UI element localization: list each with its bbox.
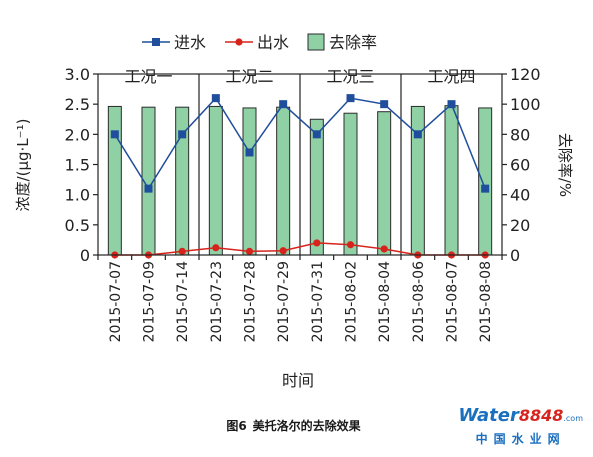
x-tick-label: 2015-07-14 <box>175 261 191 342</box>
left-tick-label: 0.5 <box>65 216 90 235</box>
right-axis-title: 去除率/% <box>556 133 574 197</box>
chart: 进水 出水 去除率 0 0.5 1.0 1.5 2.0 2.5 3.0 0 20 40 60 80 100 1… <box>14 33 574 390</box>
axes: 0 0.5 1.0 1.5 2.0 2.5 3.0 0 20 40 60 80 100 120 2015-0… <box>65 65 541 342</box>
bar-removal-rate <box>377 111 392 256</box>
marker-outflow <box>313 239 321 247</box>
right-tick-label: 20 <box>510 216 530 235</box>
x-tick-label: 2015-08-08 <box>478 261 494 342</box>
bar-removal-rate <box>107 105 122 256</box>
marker-inflow <box>279 100 288 109</box>
legend: 进水 出水 去除率 <box>142 33 377 52</box>
x-axis-title: 时间 <box>282 371 314 390</box>
x-tick-label: 2015-07-29 <box>276 261 292 342</box>
group-label: 工况四 <box>427 67 475 86</box>
legend-removal-label: 去除率 <box>329 33 377 52</box>
x-tick-label: 2015-07-28 <box>243 261 259 342</box>
left-tick-label: 3.0 <box>65 65 90 84</box>
x-tick-label: 2015-07-23 <box>209 261 225 342</box>
left-tick-label: 2.5 <box>65 95 90 114</box>
marker-inflow <box>312 130 321 139</box>
right-tick-label: 60 <box>510 156 530 175</box>
left-tick-label: 0 <box>80 246 90 265</box>
marker-inflow <box>211 94 220 103</box>
watermark-brand-suffix: .com <box>563 414 583 423</box>
legend-removal-swatch <box>307 33 325 51</box>
marker-inflow <box>380 100 389 109</box>
x-tick-label: 2015-08-07 <box>445 261 461 342</box>
watermark-logo: Water8848.com 中国水业网 <box>458 407 583 447</box>
marker-outflow <box>279 247 287 255</box>
right-tick-label: 100 <box>510 95 541 114</box>
figure-caption: 图6 美托洛尔的去除效果 <box>0 417 593 434</box>
left-tick-label: 2.0 <box>65 125 90 144</box>
left-tick-label: 1.0 <box>65 186 90 205</box>
x-tick-label: 2015-08-04 <box>377 261 393 342</box>
x-tick-label: 2015-07-31 <box>310 261 326 342</box>
group-label: 工况二 <box>225 67 273 86</box>
right-tick-label: 120 <box>510 65 541 84</box>
marker-outflow <box>346 241 355 249</box>
figure-title: 美托洛尔的去除效果 <box>252 419 361 433</box>
line-inflow <box>114 96 486 191</box>
x-tick-label: 2015-07-07 <box>108 261 124 342</box>
legend-inflow-marker <box>152 38 160 46</box>
watermark-brand-cn: 中国水业网 <box>475 432 566 446</box>
bar-removal-rate <box>478 107 493 256</box>
marker-inflow <box>413 130 422 139</box>
group-dividers <box>198 74 402 255</box>
watermark-brand-number: 8848 <box>518 406 564 425</box>
marker-inflow <box>178 130 187 139</box>
bar-removal-rate <box>208 105 223 256</box>
legend-inflow-label: 进水 <box>174 33 206 52</box>
bar-removal-rate <box>343 112 358 256</box>
marker-outflow <box>245 247 254 255</box>
group-label: 工况三 <box>326 67 374 86</box>
marker-inflow <box>447 100 456 109</box>
right-tick-label: 40 <box>510 186 530 205</box>
right-tick-label: 80 <box>510 125 530 144</box>
bar-removal-rate <box>276 106 291 256</box>
legend-outflow-marker <box>235 38 243 46</box>
watermark-brand-latin: Water <box>458 405 519 426</box>
bar-removal-rate <box>410 105 425 256</box>
right-tick-label: 0 <box>510 246 520 265</box>
group-label: 工况一 <box>124 67 172 86</box>
marker-inflow <box>481 184 490 193</box>
marker-inflow <box>346 94 355 103</box>
left-tick-label: 1.5 <box>65 156 90 175</box>
marker-outflow <box>380 245 388 253</box>
left-axis-title: 浓度/(μg·L⁻¹) <box>14 119 32 212</box>
marker-outflow <box>178 247 186 255</box>
marker-outflow <box>212 244 220 252</box>
x-tick-label: 2015-08-02 <box>344 261 360 342</box>
marker-inflow <box>245 148 254 157</box>
legend-outflow-label: 出水 <box>257 33 289 52</box>
bar-removal-rate <box>309 118 324 256</box>
bar-removal-rate <box>242 107 257 256</box>
marker-inflow <box>110 130 119 139</box>
x-tick-label: 2015-08-06 <box>411 261 427 342</box>
marker-inflow <box>144 184 153 193</box>
bar-removal-rate <box>444 105 459 256</box>
x-tick-label: 2015-07-09 <box>142 261 158 342</box>
figure-label: 图6 <box>226 419 247 433</box>
